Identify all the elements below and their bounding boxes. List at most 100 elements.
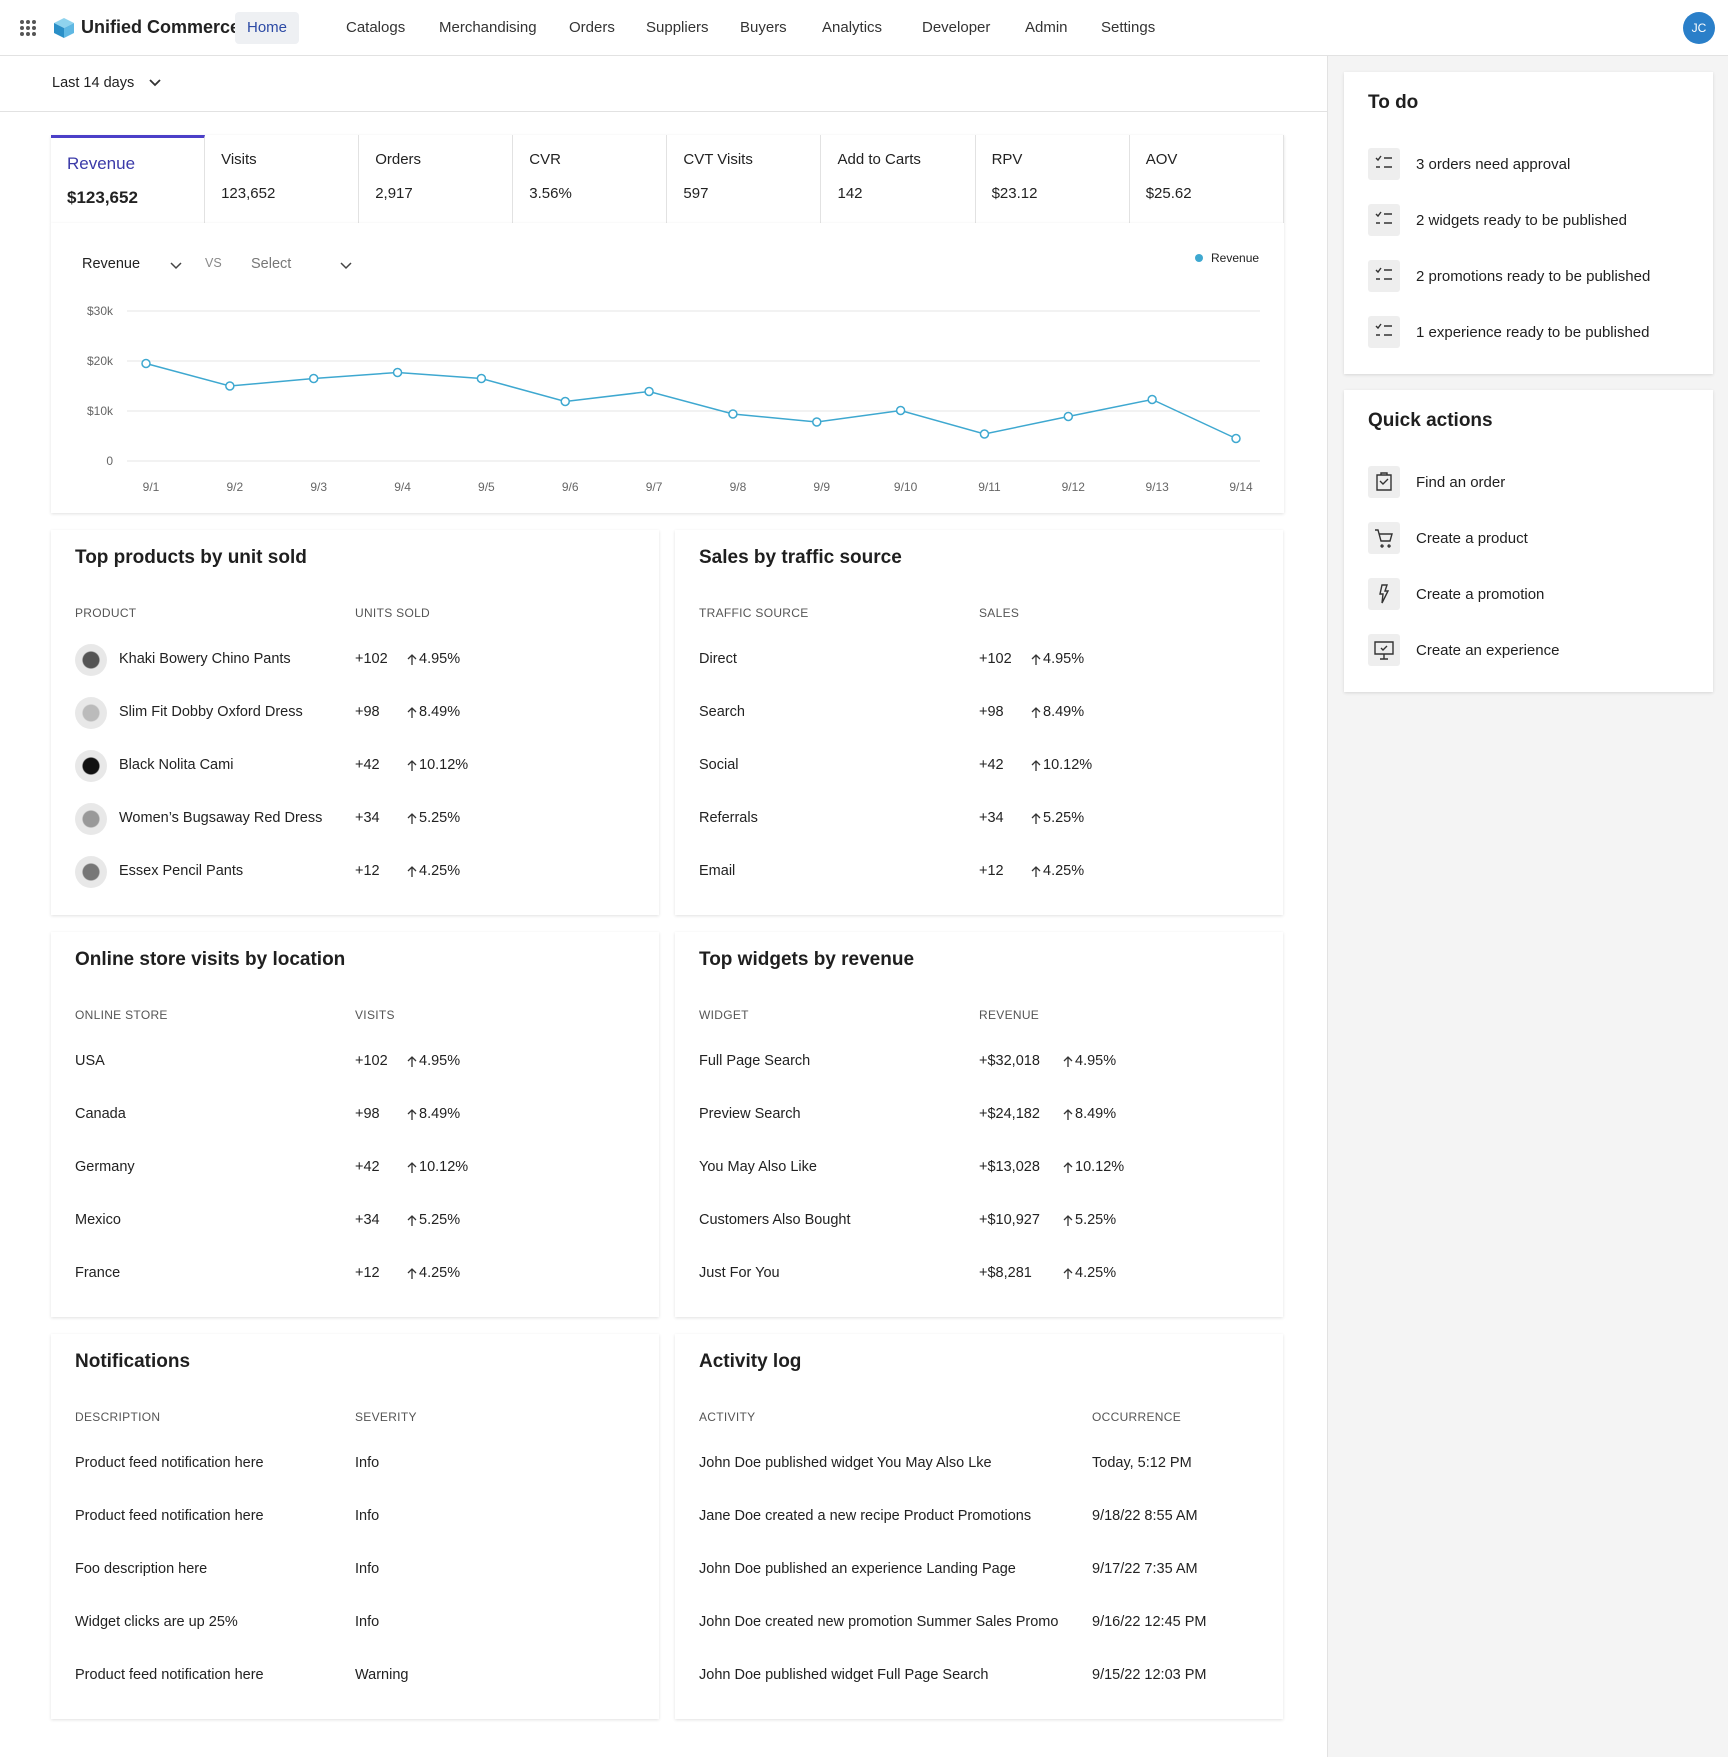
x-tick-label: 9/2 xyxy=(227,480,244,494)
panel-title: Sales by traffic source xyxy=(699,547,902,568)
data-point xyxy=(141,358,151,369)
nav-item[interactable]: Suppliers xyxy=(646,19,709,36)
change-percent: 8.49% xyxy=(419,704,461,720)
row-label: Khaki Bowery Chino Pants xyxy=(119,651,291,667)
data-point xyxy=(476,373,487,384)
row-label: Essex Pencil Pants xyxy=(119,863,244,879)
row-value: +12 xyxy=(355,863,380,879)
compare-select[interactable]: Select xyxy=(251,256,291,272)
column-header: ONLINE STORE xyxy=(75,1008,168,1022)
row-label: Canada xyxy=(75,1106,126,1122)
up-arrow-icon xyxy=(407,1214,417,1226)
row-label: Search xyxy=(699,704,745,720)
item-label: Create a promotion xyxy=(1416,585,1545,603)
row-change: 8.49% xyxy=(407,704,460,720)
kpi-tab[interactable]: Revenue $123,652 xyxy=(51,135,205,223)
x-tick-label: 9/12 xyxy=(1062,480,1086,494)
quick-action[interactable]: Create a promotion xyxy=(1368,578,1544,610)
kpi-tab[interactable]: CVR 3.56% xyxy=(513,135,668,223)
panel-card: Sales by traffic source TRAFFIC SOURCE SAL… xyxy=(675,530,1283,915)
row-label: Referrals xyxy=(699,810,758,826)
change-percent: 4.95% xyxy=(419,1053,461,1069)
item-icon xyxy=(1368,204,1400,236)
row-label: Black Nolita Cami xyxy=(119,757,234,773)
nav-item[interactable]: Buyers xyxy=(740,19,787,36)
todo-item[interactable]: 2 widgets ready to be published xyxy=(1368,204,1627,236)
filter-bar: Last 14 days xyxy=(0,56,1327,112)
item-icon xyxy=(1368,148,1400,180)
change-percent: 5.25% xyxy=(1043,810,1085,826)
column-header: REVENUE xyxy=(979,1008,1040,1022)
row-change: 10.12% xyxy=(1031,757,1092,773)
quick-action[interactable]: Create a product xyxy=(1368,522,1528,554)
nav-item[interactable]: Analytics xyxy=(822,19,883,36)
metric-select[interactable]: Revenue xyxy=(82,256,140,272)
row-value: Warning xyxy=(355,1667,409,1683)
todo-item[interactable]: 2 promotions ready to be published xyxy=(1368,260,1650,292)
kpi-label: Add to Carts xyxy=(837,151,921,168)
row-change: 5.25% xyxy=(407,810,460,826)
todo-item[interactable]: 3 orders need approval xyxy=(1368,148,1570,180)
app-grid-icon[interactable] xyxy=(19,19,37,37)
change-percent: 4.95% xyxy=(1043,651,1085,667)
kpi-value: $25.62 xyxy=(1145,185,1192,202)
kpi-tab[interactable]: AOV $25.62 xyxy=(1130,135,1284,223)
change-percent: 10.12% xyxy=(419,1159,469,1175)
x-tick-label: 9/7 xyxy=(646,480,663,494)
up-arrow-icon xyxy=(1063,1161,1073,1173)
nav-item[interactable]: Catalogs xyxy=(346,19,406,36)
sidebar: To do 3 orders need approval 2 widgets rea… xyxy=(1327,56,1728,1757)
change-percent: 5.25% xyxy=(419,810,461,826)
row-label: You May Also Like xyxy=(699,1159,817,1175)
nav-item[interactable]: Home xyxy=(235,12,300,44)
row-change: 5.25% xyxy=(407,1212,460,1228)
kpi-tab[interactable]: Add to Carts 142 xyxy=(822,135,976,223)
nav-item[interactable]: Orders xyxy=(569,19,615,36)
x-tick-label: 9/13 xyxy=(1145,480,1169,494)
row-label: John Doe published widget Full Page Sear… xyxy=(699,1667,989,1683)
legend-swatch xyxy=(1195,254,1203,262)
x-tick-label: 9/1 xyxy=(143,480,160,494)
todo-item[interactable]: 1 experience ready to be published xyxy=(1368,316,1650,348)
row-change: 4.25% xyxy=(1063,1265,1116,1281)
kpi-tab[interactable]: CVT Visits 597 xyxy=(667,135,822,223)
row-change: 10.12% xyxy=(1063,1159,1124,1175)
chevron xyxy=(170,262,182,270)
logo xyxy=(54,18,74,38)
kpi-value: 2,917 xyxy=(375,185,413,202)
up-arrow-icon xyxy=(407,653,417,665)
icon xyxy=(1375,323,1392,336)
kpi-label: CVT Visits xyxy=(683,151,753,168)
column-header: TRAFFIC SOURCE xyxy=(699,606,809,620)
kpi-tab[interactable]: Visits 123,652 xyxy=(205,135,360,223)
nav-item[interactable]: Admin xyxy=(1025,19,1068,36)
icon xyxy=(1375,267,1392,280)
row-value: +102 xyxy=(979,651,1012,667)
quick-action[interactable]: Create an experience xyxy=(1368,634,1559,666)
panel-title: Online store visits by location xyxy=(75,949,346,970)
nav-item[interactable]: Developer xyxy=(922,19,991,36)
kpi-tab[interactable]: RPV $23.12 xyxy=(976,135,1130,223)
kpi-label: RPV xyxy=(991,151,1023,168)
section-title: To do xyxy=(1368,92,1419,113)
quick-action[interactable]: Find an order xyxy=(1368,466,1505,498)
vs-label: VS xyxy=(205,256,222,270)
change-percent: 4.25% xyxy=(1075,1265,1117,1281)
row-value: +$24,182 xyxy=(979,1106,1040,1122)
kpi-tab[interactable]: Orders 2,917 xyxy=(359,135,514,223)
row-change: 4.95% xyxy=(1031,651,1084,667)
y-tick-label: $10k xyxy=(87,404,114,418)
date-range-select[interactable]: Last 14 days xyxy=(52,75,135,91)
row-value: 9/18/22 8:55 AM xyxy=(1092,1508,1198,1524)
row-label: Social xyxy=(699,757,739,773)
item-label: Find an order xyxy=(1416,473,1506,491)
change-percent: 8.49% xyxy=(1043,704,1085,720)
avatar[interactable]: JC xyxy=(1683,12,1715,44)
nav-item[interactable]: Settings xyxy=(1101,19,1156,36)
up-arrow-icon xyxy=(1063,1214,1073,1226)
nav-item[interactable]: Merchandising xyxy=(439,19,537,36)
item-icon xyxy=(1368,578,1400,610)
up-arrow-icon xyxy=(1031,653,1041,665)
item-label: Create a product xyxy=(1416,529,1528,547)
